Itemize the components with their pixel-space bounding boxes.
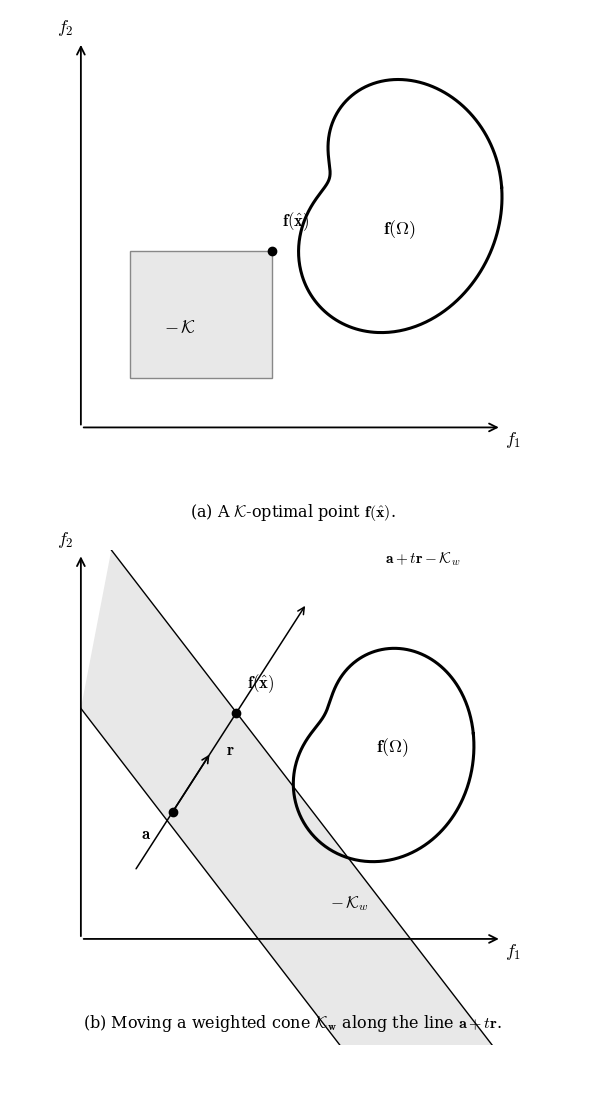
Text: $\mathbf{f}(\Omega)$: $\mathbf{f}(\Omega)$ bbox=[376, 737, 408, 759]
Text: $\mathbf{f}(\hat{\mathbf{x}})$: $\mathbf{f}(\hat{\mathbf{x}})$ bbox=[282, 210, 310, 233]
Text: (b) Moving a weighted cone $\mathcal{K}_{\mathbf{w}}$ along the line $\mathbf{a}: (b) Moving a weighted cone $\mathcal{K}_… bbox=[84, 1013, 502, 1034]
Text: $-\,\mathcal{K}$: $-\,\mathcal{K}$ bbox=[164, 319, 196, 338]
Text: $f_1$: $f_1$ bbox=[505, 430, 521, 450]
Text: (a) A $\mathcal{K}$-optimal point $\mathbf{f}(\hat{\mathbf{x}})$.: (a) A $\mathcal{K}$-optimal point $\math… bbox=[190, 502, 396, 522]
Text: $\mathbf{a}$: $\mathbf{a}$ bbox=[142, 826, 151, 843]
Text: $-\,\mathcal{K}_w$: $-\,\mathcal{K}_w$ bbox=[330, 894, 369, 913]
Text: $\mathbf{f}(\Omega)$: $\mathbf{f}(\Omega)$ bbox=[383, 218, 416, 241]
Text: $f_2$: $f_2$ bbox=[57, 19, 74, 38]
Bar bbox=[130, 251, 272, 378]
Text: $\mathbf{r}$: $\mathbf{r}$ bbox=[226, 741, 234, 759]
Text: $f_1$: $f_1$ bbox=[505, 942, 521, 961]
Text: $\mathbf{f}(\hat{\mathbf{x}})$: $\mathbf{f}(\hat{\mathbf{x}})$ bbox=[247, 672, 274, 695]
Text: $\mathbf{a} + t\mathbf{r} - \mathcal{K}_w$: $\mathbf{a} + t\mathbf{r} - \mathcal{K}_… bbox=[385, 550, 460, 568]
Text: $f_2$: $f_2$ bbox=[57, 530, 74, 550]
Polygon shape bbox=[81, 550, 492, 1045]
